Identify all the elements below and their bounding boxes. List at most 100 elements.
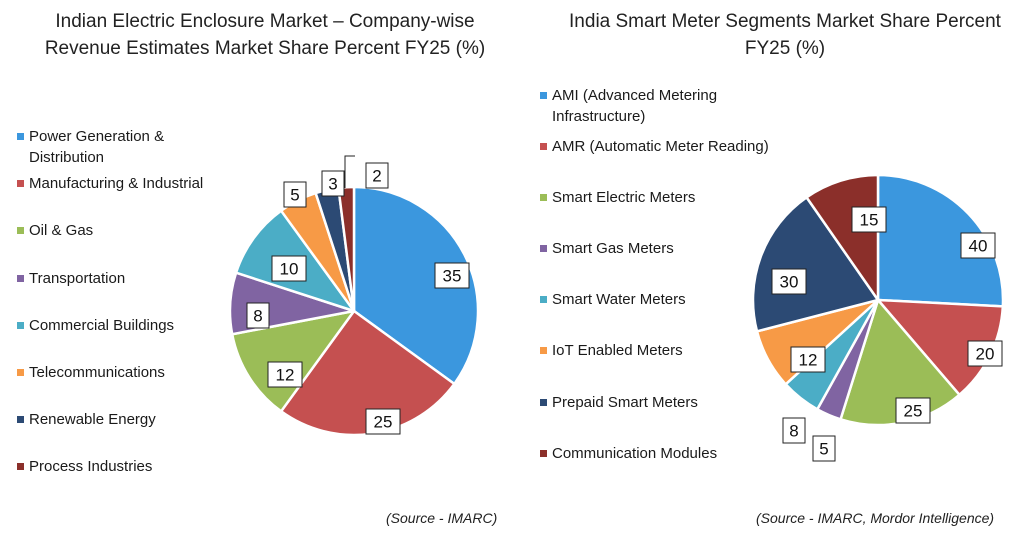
legend-item-amr-automatic-meter-reading: AMR (Automatic Meter Reading) — [540, 136, 770, 187]
data-label-text: 12 — [276, 366, 295, 385]
legend-item-commercial-buildings: Commercial Buildings — [17, 315, 232, 362]
legend-swatch — [17, 463, 24, 471]
data-label-box — [851, 206, 887, 233]
data-label-smart-gas-meters: 5 — [812, 435, 836, 462]
data-label-text: 2 — [372, 167, 381, 186]
data-label-oil-gas: 12 — [267, 361, 303, 388]
legend-label: Manufacturing & Industrial — [29, 175, 204, 193]
legend-label: Transportation — [29, 269, 126, 287]
legend-item-smart-gas-meters: Smart Gas Meters — [540, 238, 770, 289]
chart-legend: Power Generation & Distribution Manufactu… — [17, 126, 232, 504]
pie-slice-ami-advanced-metering-infrastructure — [876, 173, 1005, 308]
chart-legend: AMI (Advanced Metering Infrastructure) AM… — [540, 85, 770, 494]
legend-swatch — [17, 227, 24, 235]
legend-item-prepaid-smart-meters: Prepaid Smart Meters — [540, 392, 770, 443]
legend-label: Process Industries — [29, 458, 153, 476]
legend-label: Commercial Buildings — [29, 316, 175, 334]
legend-swatch — [17, 416, 24, 424]
data-label-commercial-buildings: 10 — [271, 255, 307, 282]
data-label-process-industries: 2 — [365, 162, 389, 189]
legend-item-power-generation-distribution: Power Generation & Distribution — [17, 126, 232, 173]
legend-label: Prepaid Smart Meters — [552, 393, 698, 411]
legend-label: Telecommunications — [29, 363, 165, 381]
data-label-text: 25 — [374, 413, 393, 432]
chart-title: Indian Electric Enclosure Market – Compa… — [44, 11, 486, 59]
data-label-box — [321, 170, 345, 197]
legend-swatch — [540, 347, 547, 355]
legend-label: AMI (Advanced Metering Infrastructure) — [552, 87, 718, 125]
data-label-text: 20 — [976, 345, 995, 364]
legend-swatch — [540, 398, 547, 406]
data-label-text: 3 — [328, 175, 337, 194]
data-label-text: 35 — [443, 267, 462, 286]
legend-swatch — [17, 133, 24, 140]
pie-slice-communication-modules — [805, 173, 880, 302]
pie-slice-oil-gas — [230, 309, 356, 413]
data-label-box — [365, 162, 389, 189]
pie-slice-prepaid-smart-meters — [751, 196, 880, 333]
legend-item-telecommunications: Telecommunications — [17, 362, 232, 409]
legend-label: AMR (Automatic Meter Reading) — [552, 138, 769, 156]
data-label-box — [283, 181, 307, 208]
data-label-box — [267, 361, 303, 388]
legend-swatch — [540, 245, 547, 253]
legend-swatch — [17, 321, 24, 329]
legend-label: Smart Water Meters — [552, 291, 686, 309]
data-label-communication-modules: 15 — [851, 206, 887, 233]
legend-item-manufacturing-industrial: Manufacturing & Industrial — [17, 173, 232, 220]
chart-title: India Smart Meter Segments Market Share … — [569, 11, 1001, 59]
data-label-smart-electric-meters: 25 — [895, 397, 931, 424]
data-label-text: 15 — [860, 211, 879, 230]
data-label-box — [434, 262, 470, 289]
legend-item-smart-electric-meters: Smart Electric Meters — [540, 187, 770, 238]
legend-label: Smart Electric Meters — [552, 189, 696, 207]
data-label-amr-automatic-meter-reading: 20 — [967, 340, 1003, 367]
legend-item-transportation: Transportation — [17, 268, 232, 315]
legend-label: Oil & Gas — [29, 222, 94, 240]
legend-swatch — [17, 274, 24, 282]
data-label-telecommunications: 5 — [283, 181, 307, 208]
legend-swatch — [540, 449, 547, 457]
data-label-text: 8 — [789, 422, 798, 441]
data-label-text: 8 — [253, 307, 262, 326]
leader-line-process-industries — [344, 155, 355, 188]
legend-item-renewable-energy: Renewable Energy — [17, 409, 232, 456]
data-label-text: 12 — [799, 351, 818, 370]
data-label-box — [812, 435, 836, 462]
legend-swatch — [540, 92, 547, 99]
legend-item-process-industries: Process Industries — [17, 456, 232, 503]
data-label-prepaid-smart-meters: 30 — [771, 268, 807, 295]
data-label-iot-enabled-meters: 12 — [790, 346, 826, 373]
data-label-text: 30 — [780, 273, 799, 292]
legend-label: IoT Enabled Meters — [552, 342, 683, 360]
data-label-smart-water-meters: 8 — [782, 417, 806, 444]
data-label-box — [782, 417, 806, 444]
data-label-manufacturing-industrial: 25 — [365, 408, 401, 435]
data-label-text: 10 — [280, 260, 299, 279]
pie-slice-power-generation-distribution — [352, 185, 480, 386]
legend-label: Smart Gas Meters — [552, 240, 674, 258]
data-label-box — [895, 397, 931, 424]
data-label-box — [967, 340, 1003, 367]
source-note: (Source - IMARC) — [386, 510, 498, 526]
data-label-power-generation-distribution: 35 — [434, 262, 470, 289]
legend-swatch — [17, 368, 24, 376]
chart-panel-smart-meter: India Smart Meter Segments Market Share … — [520, 0, 1035, 539]
data-label-renewable-energy: 3 — [321, 170, 345, 197]
legend-swatch — [17, 180, 24, 188]
chart-panel-electric-enclosure: Indian Electric Enclosure Market – Compa… — [17, 11, 498, 526]
data-label-box — [790, 346, 826, 373]
legend-item-iot-enabled-meters: IoT Enabled Meters — [540, 340, 770, 391]
legend-swatch — [540, 143, 547, 151]
data-label-text: 25 — [904, 402, 923, 421]
legend-item-oil-gas: Oil & Gas — [17, 220, 232, 267]
legend-item-ami-advanced-metering-infrastructure: AMI (Advanced Metering Infrastructure) — [540, 85, 770, 136]
pie-chart: 35 25 12 8 10 5 3 2 — [228, 155, 480, 437]
legend-label: Communication Modules — [552, 444, 718, 462]
data-label-box — [960, 232, 996, 259]
data-label-text: 40 — [969, 237, 988, 256]
legend-label: Power Generation & Distribution — [29, 128, 165, 166]
legend-swatch — [540, 194, 547, 202]
pie-chart: 40 20 25 5 8 12 30 15 — [751, 173, 1005, 462]
data-label-text: 5 — [819, 440, 828, 459]
